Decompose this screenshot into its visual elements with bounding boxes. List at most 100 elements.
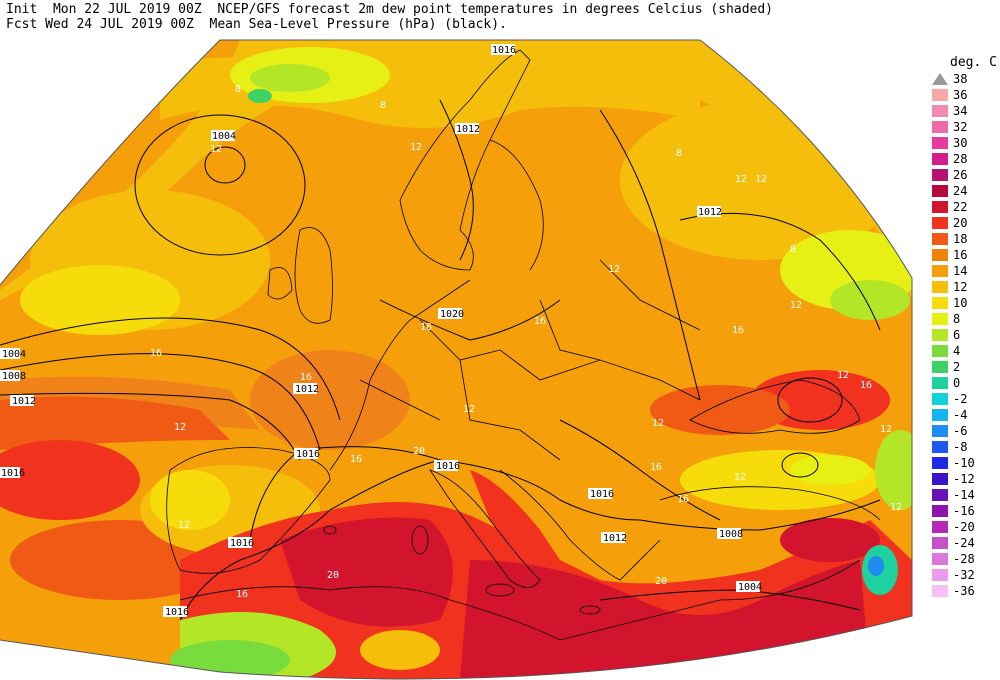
legend-label: 14 (953, 264, 968, 278)
legend-label: 18 (953, 232, 968, 246)
dewpoint-label: 12 (880, 424, 892, 435)
legend-label: 26 (953, 168, 968, 182)
legend-swatch (932, 313, 948, 325)
dewpoint-label: 16 (534, 316, 546, 327)
dewpoint-label: 12 (652, 418, 664, 429)
legend-label: -36 (953, 584, 975, 598)
isobar-label: 1016 (165, 607, 189, 618)
legend-item: 22 (926, 199, 1000, 215)
legend-label: 10 (953, 296, 968, 310)
dewpoint-label: 16 (300, 372, 312, 383)
legend-swatch (932, 89, 948, 101)
legend-item: -36 (926, 583, 1000, 599)
dewpoint-label: 12 (890, 502, 902, 513)
isobar-label: 1012 (603, 533, 627, 544)
legend-swatch (932, 409, 948, 421)
legend-item: -10 (926, 455, 1000, 471)
header-title-line1: Init Mon 22 JUL 2019 00Z NCEP/GFS foreca… (6, 2, 774, 17)
isobar-label: 1008 (719, 529, 743, 540)
isobar-label: 1016 (230, 538, 254, 549)
legend-swatch (932, 233, 948, 245)
legend-unit: deg. C (950, 55, 997, 70)
dewpoint-label: 16 (732, 325, 744, 336)
legend-label: -12 (953, 472, 975, 486)
legend-item: 34 (926, 103, 1000, 119)
legend-swatch (932, 425, 948, 437)
legend-item: -28 (926, 551, 1000, 567)
legend-label: 0 (953, 376, 961, 390)
dewpoint-label: 16 (350, 454, 362, 465)
legend-swatch (932, 521, 948, 533)
legend-label: -2 (953, 392, 968, 406)
header-title-line2: Fcst Wed 24 JUL 2019 00Z Mean Sea-Level … (6, 17, 507, 32)
legend-swatch (932, 569, 948, 581)
legend-label: -32 (953, 568, 975, 582)
legend-swatch (932, 585, 948, 597)
legend-item: 36 (926, 87, 1000, 103)
isobar-label: 1004 (2, 349, 26, 360)
legend-swatch (932, 121, 948, 133)
legend-label: -28 (953, 552, 975, 566)
legend-item: -2 (926, 391, 1000, 407)
legend-label: -24 (953, 536, 975, 550)
dewpoint-label: 8 (790, 244, 796, 255)
legend-swatch (932, 217, 948, 229)
dewpoint-label: 20 (327, 570, 339, 581)
legend-label: 4 (953, 344, 961, 358)
dewpoint-label: 16 (150, 348, 162, 359)
legend-swatch (932, 185, 948, 197)
isobar-label-group: 1016 1004 1012 1012 1004 1008 1012 1020 … (0, 44, 762, 618)
legend-label: 22 (953, 200, 968, 214)
legend-item: 32 (926, 119, 1000, 135)
legend-item: 2 (926, 359, 1000, 375)
triangle-icon (932, 73, 948, 85)
dewpoint-label: 16 (650, 462, 662, 473)
legend-item: 4 (926, 343, 1000, 359)
color-legend: deg. C 38 36 34 32 30 28 26 24 22 20 18 16 14 12 10 8 6… (926, 55, 1000, 615)
legend-swatch (932, 249, 948, 261)
dewpoint-label: 12 (608, 264, 620, 275)
legend-item: 28 (926, 151, 1000, 167)
legend-label: 30 (953, 136, 968, 150)
legend-item: -16 (926, 503, 1000, 519)
legend-label: 16 (953, 248, 968, 262)
legend-label: 24 (953, 184, 968, 198)
isobar-label: 1004 (738, 582, 762, 593)
dewpoint-label: 12 (755, 174, 767, 185)
dewpoint-label: 16 (420, 322, 432, 333)
dewpoint-label: 16 (860, 380, 872, 391)
legend-label: 12 (953, 280, 968, 294)
legend-swatch (932, 473, 948, 485)
legend-item: 14 (926, 263, 1000, 279)
isobar-label: 1012 (12, 396, 36, 407)
legend-item: 26 (926, 167, 1000, 183)
legend-swatch (932, 345, 948, 357)
legend-label: 6 (953, 328, 961, 342)
legend-top-marker: 38 (926, 71, 1000, 87)
legend-swatch (932, 441, 948, 453)
isobar-label: 1008 (2, 371, 26, 382)
legend-label: -20 (953, 520, 975, 534)
isobar-label: 1016 (436, 461, 460, 472)
legend-swatch (932, 297, 948, 309)
legend-item: 6 (926, 327, 1000, 343)
legend-swatch (932, 169, 948, 181)
legend-swatch (932, 377, 948, 389)
legend-item: 12 (926, 279, 1000, 295)
legend-swatch (932, 393, 948, 405)
legend-swatch (932, 537, 948, 549)
dewpoint-label-group: 12 8 12 12 8 12 12 16 16 16 12 16 12 16 … (150, 84, 902, 600)
legend-item: 30 (926, 135, 1000, 151)
legend-item: -14 (926, 487, 1000, 503)
legend-top-label: 38 (953, 72, 968, 86)
isobar-label: 1020 (440, 309, 464, 320)
dewpoint-label: 12 (735, 174, 747, 185)
legend-swatch (932, 329, 948, 341)
legend-swatch (932, 361, 948, 373)
legend-label: 2 (953, 360, 961, 374)
dewpoint-label: 16 (236, 589, 248, 600)
legend-label: -4 (953, 408, 968, 422)
dewpoint-label: 12 (734, 472, 746, 483)
